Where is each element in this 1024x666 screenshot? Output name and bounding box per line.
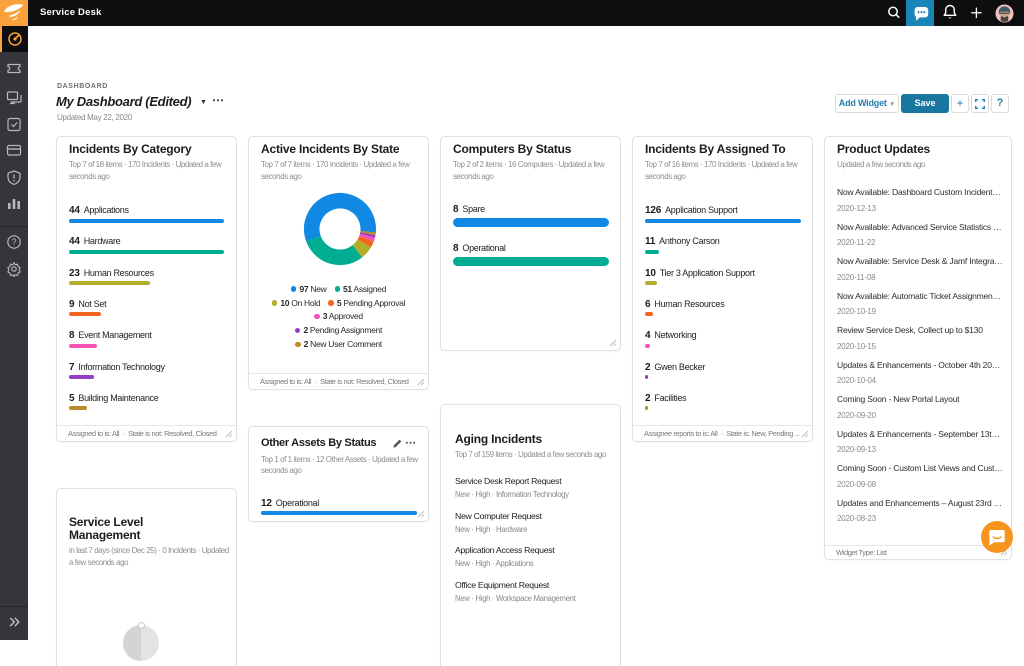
svg-text:?: ? <box>11 237 16 247</box>
